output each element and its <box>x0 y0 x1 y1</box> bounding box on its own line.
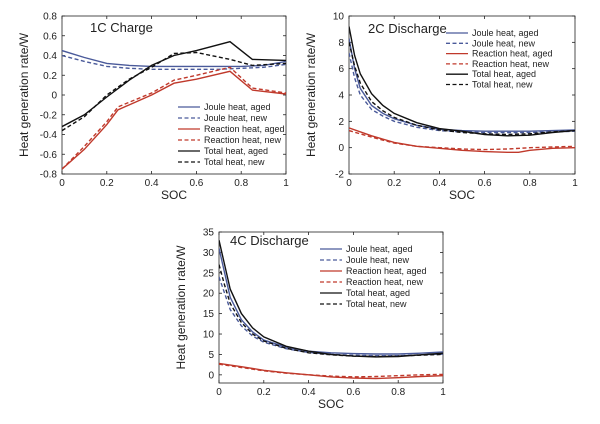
y-tick-label: 0.8 <box>43 12 57 23</box>
y-tick-label: 0.4 <box>43 51 57 62</box>
series-line <box>349 26 575 137</box>
x-tick-label: 1 <box>440 387 446 398</box>
legend-label: Reaction heat, aged <box>204 124 285 134</box>
series-line <box>219 363 443 378</box>
y-tick-label: 4 <box>338 91 344 102</box>
chart-title: 1C Charge <box>90 20 153 35</box>
x-tick-label: 0 <box>346 178 352 189</box>
x-tick-label: 0.4 <box>432 178 446 189</box>
plot-area <box>219 240 443 380</box>
y-tick-label: -0.6 <box>40 150 58 161</box>
series-line <box>62 54 286 71</box>
x-axis-label: SOC <box>161 188 187 202</box>
x-tick-label: 1 <box>572 178 578 189</box>
legend-label: Joule heat, aged <box>204 102 271 112</box>
chart-title: 4C Discharge <box>230 233 309 248</box>
y-axis-label: Heat generation rate/W <box>17 32 31 157</box>
y-tick-label: 20 <box>203 289 215 300</box>
y-tick-label: 15 <box>203 309 215 320</box>
series-line <box>219 264 443 358</box>
series-line <box>349 127 575 154</box>
x-tick-label: 0 <box>216 387 222 398</box>
legend-label: Joule heat, new <box>472 38 536 48</box>
legend-label: Joule heat, aged <box>346 244 413 254</box>
legend-label: Joule heat, new <box>346 255 410 265</box>
series-line <box>62 49 286 68</box>
x-tick-label: 1 <box>283 178 289 189</box>
x-tick-label: 0.2 <box>100 178 114 189</box>
x-tick-label: 0.4 <box>302 387 316 398</box>
y-tick-label: 25 <box>203 268 215 279</box>
y-tick-label: 30 <box>203 248 215 259</box>
x-tick-label: 0.4 <box>145 178 159 189</box>
x-tick-label: 0.8 <box>234 178 248 189</box>
axes-frame <box>218 231 444 384</box>
y-tick-label: 10 <box>333 12 345 23</box>
y-tick-label: 0.6 <box>43 31 57 42</box>
y-tick-label: 0 <box>208 370 214 381</box>
legend-label: Total heat, aged <box>472 69 536 79</box>
panel-1c-charge: 0 0.2 0.4 0.6 0.8 1 -0.8 -0.6 -0.4 -0.2 0 0.2 0.4 0.6… <box>17 12 289 203</box>
y-tick-label: 10 <box>203 330 215 341</box>
legend-label: Joule heat, new <box>204 113 268 123</box>
y-axis-label: Heat generation rate/W <box>174 245 188 370</box>
legend-label: Reaction heat, aged <box>472 49 553 59</box>
y-tick-label: 0 <box>51 91 57 102</box>
series-line <box>219 362 443 380</box>
y-tick-label: -0.2 <box>40 110 58 121</box>
y-tick-label: 5 <box>208 350 214 361</box>
legend-label: Total heat, aged <box>204 146 268 156</box>
series-line <box>219 240 443 358</box>
plot-area <box>349 26 575 154</box>
x-axis-label: SOC <box>318 397 344 411</box>
series-line <box>349 129 575 151</box>
y-tick-label: -2 <box>335 170 344 181</box>
x-tick-label: 0.6 <box>189 178 203 189</box>
y-tick-label: 2 <box>338 117 344 128</box>
x-tick-label: 0.6 <box>478 178 492 189</box>
legend-label: Total heat, aged <box>346 288 410 298</box>
y-tick-label: -0.8 <box>40 170 58 181</box>
x-tick-label: 0.2 <box>257 387 271 398</box>
y-tick-label: 0 <box>338 143 344 154</box>
y-tick-label: 35 <box>203 228 215 239</box>
legend-label: Reaction heat, new <box>204 135 282 145</box>
legend-label: Reaction heat, new <box>346 277 424 287</box>
y-tick-label: 6 <box>338 64 344 75</box>
series-line <box>62 66 286 170</box>
x-tick-label: 0.2 <box>387 178 401 189</box>
x-tick-label: 0.8 <box>391 387 405 398</box>
series-line <box>349 52 575 134</box>
y-tick-label: 8 <box>338 38 344 49</box>
legend-label: Total heat, new <box>204 157 265 167</box>
legend-label: Reaction heat, new <box>472 59 550 69</box>
legend-label: Joule heat, aged <box>472 28 539 38</box>
legend-label: Total heat, new <box>346 299 407 309</box>
y-tick-label: -0.4 <box>40 130 58 141</box>
series-line <box>349 42 575 136</box>
chart-title: 2C Discharge <box>368 21 447 36</box>
series-line <box>62 51 286 132</box>
series-line <box>62 70 286 170</box>
legend-label: Total heat, new <box>472 80 533 90</box>
x-tick-label: 0.8 <box>523 178 537 189</box>
x-axis-label: SOC <box>449 188 475 202</box>
legend-label: Reaction heat, aged <box>346 266 427 276</box>
y-axis-label: Heat generation rate/W <box>304 32 318 157</box>
x-tick-label: 0.6 <box>346 387 360 398</box>
y-tick-label: 0.2 <box>43 71 57 82</box>
plot-area <box>62 40 286 170</box>
series-line <box>219 248 443 355</box>
x-tick-label: 0 <box>59 178 65 189</box>
